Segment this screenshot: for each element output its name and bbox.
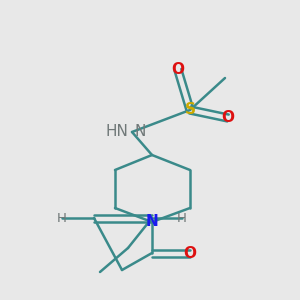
Text: N: N — [134, 124, 146, 140]
Text: O: O — [172, 62, 184, 77]
Text: H: H — [57, 212, 67, 224]
Text: N: N — [146, 214, 158, 230]
Text: S: S — [184, 103, 196, 118]
Text: H: H — [177, 212, 187, 224]
Text: HN: HN — [105, 124, 128, 140]
Text: O: O — [221, 110, 235, 125]
Text: O: O — [184, 245, 196, 260]
